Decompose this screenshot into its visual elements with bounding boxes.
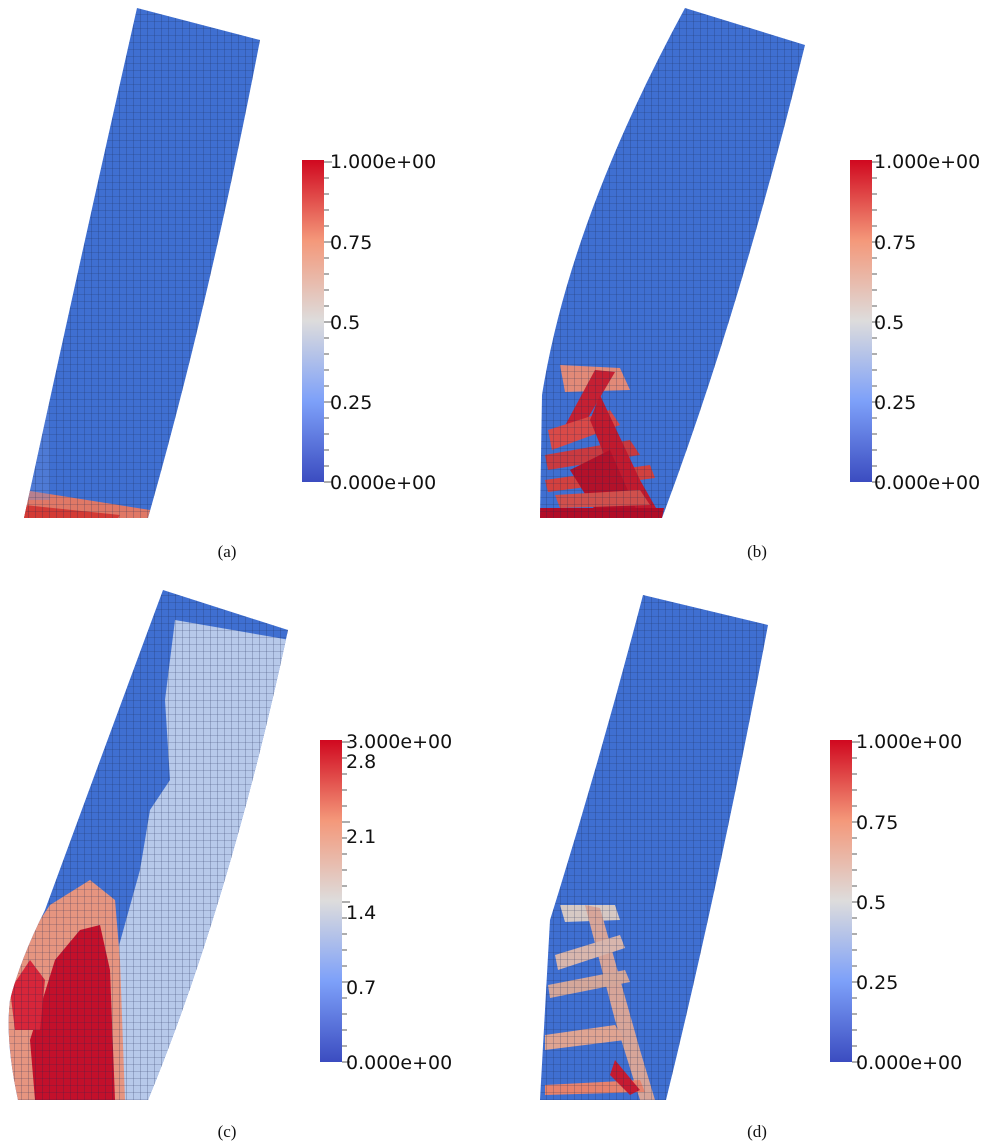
colorbar-label-min: 0.000e+00	[856, 1052, 962, 1074]
colorbar-label-max: 1.000e+00	[874, 151, 980, 173]
colorbar-label-max: 1.000e+00	[330, 151, 436, 173]
colorbar-label-21: 2.1	[346, 826, 376, 848]
caption-d: (d)	[747, 1122, 767, 1141]
colorbar-label-max: 1.000e+00	[856, 731, 962, 753]
panel-a-colorbar: 1.000e+00 0.75 0.5 0.25 0.000e+00	[302, 151, 436, 494]
colorbar-label-07: 0.7	[346, 977, 376, 999]
colorbar-gradient	[302, 160, 324, 482]
colorbar-gradient	[850, 160, 872, 482]
colorbar-ticks	[852, 741, 860, 1063]
panel-c: 3.000e+00 2.8 2.1 1.4 0.7 0.000e+00	[8, 590, 452, 1100]
caption-a: (a)	[217, 542, 237, 561]
caption-b: (b)	[747, 542, 767, 561]
colorbar-label-min: 0.000e+00	[874, 472, 980, 494]
colorbar-label-075: 0.75	[874, 232, 916, 254]
colorbar-label-025: 0.25	[856, 972, 898, 994]
panel-c-colorbar: 3.000e+00 2.8 2.1 1.4 0.7 0.000e+00	[320, 731, 452, 1074]
panel-d-mesh	[540, 595, 768, 1100]
colorbar-label-28: 2.8	[346, 751, 376, 773]
panel-d: 1.000e+00 0.75 0.5 0.25 0.000e+00	[540, 595, 962, 1100]
colorbar-label-min: 0.000e+00	[330, 472, 436, 494]
colorbar-label-075: 0.75	[330, 232, 372, 254]
colorbar-gradient	[320, 740, 342, 1062]
panel-c-mesh	[8, 590, 288, 1100]
colorbar-label-025: 0.25	[874, 392, 916, 414]
colorbar-label-min: 0.000e+00	[346, 1052, 452, 1074]
colorbar-gradient	[830, 740, 852, 1062]
colorbar-ticks	[324, 161, 332, 483]
colorbar-label-075: 0.75	[856, 812, 898, 834]
colorbar-label-max: 3.000e+00	[346, 731, 452, 753]
colorbar-label-05: 0.5	[330, 312, 360, 334]
colorbar-ticks	[342, 741, 350, 1063]
caption-c: (c)	[217, 1122, 237, 1141]
panel-b-colorbar: 1.000e+00 0.75 0.5 0.25 0.000e+00	[850, 151, 980, 494]
panel-d-colorbar: 1.000e+00 0.75 0.5 0.25 0.000e+00	[830, 731, 962, 1074]
colorbar-ticks	[872, 161, 880, 483]
panel-a: 1.000e+00 0.75 0.5 0.25 0.000e+00	[24, 8, 436, 518]
colorbar-label-14: 1.4	[346, 902, 376, 924]
colorbar-label-05: 0.5	[874, 312, 904, 334]
colorbar-label-025: 0.25	[330, 392, 372, 414]
colorbar-label-05: 0.5	[856, 892, 886, 914]
panel-a-mesh	[24, 8, 260, 518]
